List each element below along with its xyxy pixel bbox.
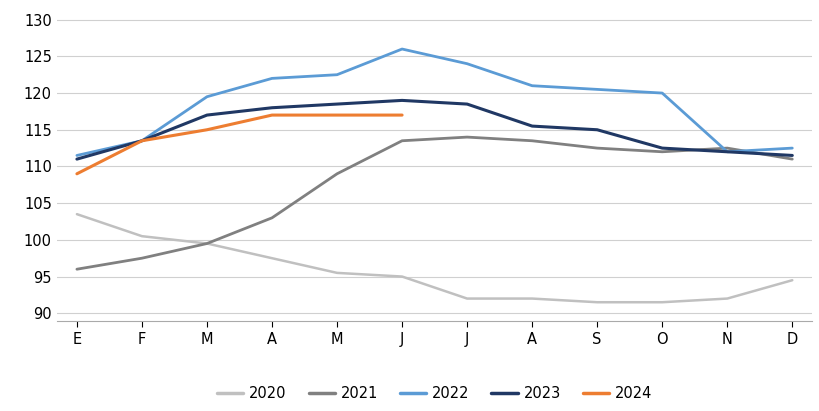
Line: 2021: 2021	[77, 137, 791, 269]
2023	[657, 145, 667, 150]
Line: 2024: 2024	[77, 115, 401, 174]
2020	[137, 234, 147, 239]
2020	[396, 274, 406, 279]
2023	[267, 105, 277, 110]
2024	[332, 113, 342, 118]
2022	[786, 145, 796, 150]
2022	[527, 83, 536, 88]
2020	[267, 256, 277, 261]
2021	[591, 145, 601, 150]
2020	[722, 296, 731, 301]
2022	[722, 149, 731, 154]
2021	[462, 135, 472, 140]
2023	[332, 102, 342, 106]
2023	[201, 113, 211, 118]
2022	[591, 87, 601, 92]
2022	[72, 153, 82, 158]
Line: 2023: 2023	[77, 100, 791, 159]
2022	[267, 76, 277, 81]
2021	[527, 139, 536, 143]
2021	[722, 145, 731, 150]
2021	[72, 267, 82, 272]
2021	[267, 215, 277, 220]
2020	[332, 270, 342, 275]
2021	[396, 139, 406, 143]
2022	[332, 72, 342, 77]
2023	[137, 139, 147, 143]
Line: 2022: 2022	[77, 49, 791, 155]
2020	[786, 278, 796, 283]
2023	[786, 153, 796, 158]
2023	[527, 124, 536, 129]
2023	[72, 157, 82, 162]
2023	[396, 98, 406, 103]
2021	[137, 256, 147, 261]
Line: 2020: 2020	[77, 214, 791, 302]
2020	[657, 300, 667, 305]
2020	[591, 300, 601, 305]
2021	[786, 157, 796, 162]
2022	[137, 139, 147, 143]
2020	[527, 296, 536, 301]
Legend: 2020, 2021, 2022, 2023, 2024: 2020, 2021, 2022, 2023, 2024	[211, 380, 657, 407]
2022	[201, 94, 211, 99]
2024	[267, 113, 277, 118]
2024	[137, 139, 147, 143]
2021	[332, 171, 342, 176]
2022	[657, 90, 667, 95]
2021	[201, 241, 211, 246]
2023	[591, 127, 601, 132]
2022	[396, 46, 406, 51]
2020	[201, 241, 211, 246]
2024	[201, 127, 211, 132]
2023	[722, 149, 731, 154]
2023	[462, 102, 472, 106]
2024	[396, 113, 406, 118]
2024	[72, 171, 82, 176]
2022	[462, 61, 472, 66]
2020	[462, 296, 472, 301]
2021	[657, 149, 667, 154]
2020	[72, 212, 82, 217]
